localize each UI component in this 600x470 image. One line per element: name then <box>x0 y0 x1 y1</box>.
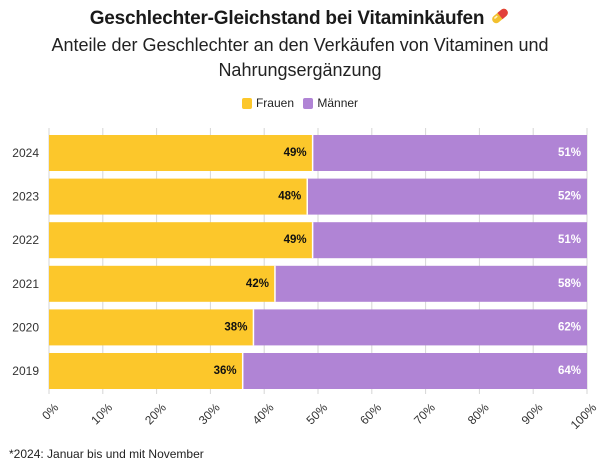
y-tick-label: 2023 <box>12 190 39 204</box>
data-label: 51% <box>558 234 581 246</box>
chart-title: Geschlechter-Gleichstand bei Vitaminkäuf… <box>0 6 600 32</box>
data-label: 49% <box>284 147 307 159</box>
chart-subtitle: Anteile der Geschlechter an den Verkäufe… <box>40 33 560 83</box>
bar-männer <box>242 353 587 389</box>
data-label: 38% <box>224 321 247 333</box>
pill-icon <box>490 6 510 32</box>
bar-männer <box>253 309 587 346</box>
y-tick-label: 2022 <box>12 233 39 247</box>
legend-item-frauen: Frauen <box>241 96 294 110</box>
bar-männer <box>312 135 587 171</box>
x-tick-label: 50% <box>303 400 330 427</box>
x-tick-label: 60% <box>357 400 384 427</box>
legend-item-maenner: Männer <box>303 96 358 110</box>
title-text: Geschlechter-Gleichstand bei Vitaminkäuf… <box>89 8 485 29</box>
y-tick-label: 2024 <box>12 146 39 160</box>
x-tick-label: 70% <box>411 400 438 427</box>
bar-frauen <box>49 353 243 389</box>
data-label: 64% <box>558 365 581 377</box>
y-tick-label: 2020 <box>12 320 39 334</box>
legend-swatch-maenner <box>303 97 314 109</box>
chart-legend: Frauen Männer <box>0 96 600 112</box>
y-tick-label: 2019 <box>12 364 39 378</box>
subtitle-line-2: Nahrungsergänzung <box>218 60 382 80</box>
legend-label-maenner: Männer <box>317 96 359 110</box>
bar-männer <box>274 265 587 302</box>
bar-männer <box>312 222 587 259</box>
data-label: 36% <box>214 365 237 377</box>
data-label: 62% <box>558 321 581 333</box>
x-tick-label: 20% <box>142 400 169 427</box>
x-tick-label: 90% <box>519 400 546 427</box>
x-tick-label: 40% <box>250 400 277 427</box>
x-tick-label: 80% <box>465 400 492 427</box>
data-label: 58% <box>558 278 581 290</box>
subtitle-line-1: Anteile der Geschlechter an den Verkäufe… <box>51 35 549 55</box>
data-label: 49% <box>284 234 307 246</box>
bar-frauen <box>49 265 275 302</box>
bar-frauen <box>49 178 308 215</box>
bar-männer <box>307 178 587 215</box>
legend-swatch-frauen <box>241 97 252 109</box>
y-tick-label: 2021 <box>12 277 39 291</box>
data-label: 48% <box>278 191 301 203</box>
x-tick-label: 10% <box>88 400 115 427</box>
data-label: 51% <box>558 147 581 159</box>
data-label: 52% <box>558 191 581 203</box>
stacked-bar-chart: 0% 10% 20% 30% 40% 50% 60% 70% 80% 90% 100% 2024 49%… <box>12 128 600 432</box>
data-label: 42% <box>246 278 269 290</box>
bar-frauen <box>49 135 313 171</box>
bar-frauen <box>49 222 313 259</box>
footnote: *2024: Januar bis und mit November <box>9 447 204 461</box>
legend-label-frauen: Frauen <box>255 96 294 110</box>
bar-frauen <box>49 309 254 346</box>
x-tick-label: 30% <box>196 400 223 427</box>
x-tick-label: 100% <box>568 400 600 432</box>
x-tick-label: 0% <box>39 400 61 422</box>
